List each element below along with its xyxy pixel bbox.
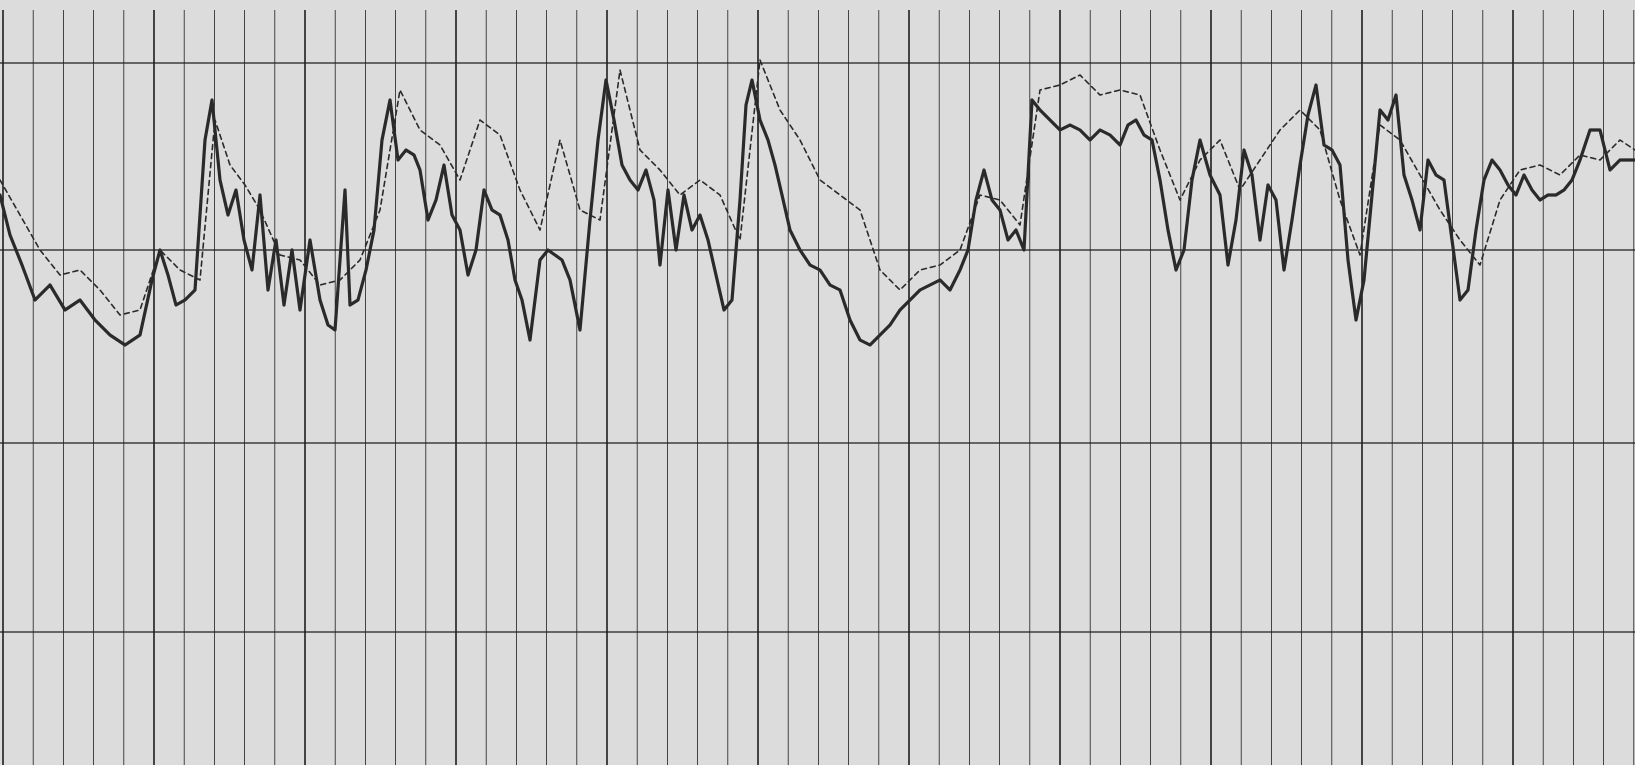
solid-trace-line	[0, 78, 1635, 347]
grid-layer	[0, 10, 1635, 765]
dashed-trace-line	[0, 59, 1635, 316]
series-layer	[0, 59, 1635, 347]
